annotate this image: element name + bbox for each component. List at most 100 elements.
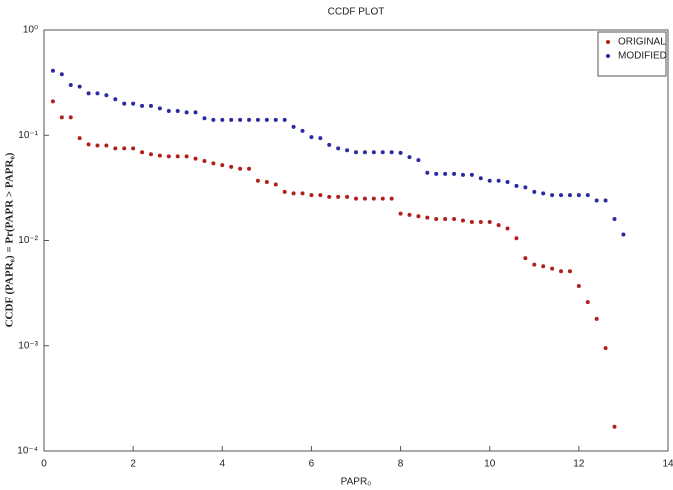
- point: [282, 189, 287, 194]
- point: [255, 117, 260, 122]
- y-tick-label: 10⁻²: [18, 235, 38, 246]
- point: [371, 196, 376, 201]
- point: [327, 194, 332, 199]
- point: [318, 193, 323, 198]
- point: [68, 115, 73, 120]
- point: [166, 154, 171, 159]
- point: [585, 193, 590, 198]
- point: [532, 189, 537, 194]
- point: [184, 154, 189, 159]
- point: [532, 262, 537, 267]
- point: [86, 142, 91, 147]
- point: [202, 158, 207, 163]
- point: [362, 150, 367, 155]
- y-tick-label: 10⁻⁴: [17, 446, 38, 457]
- point: [113, 146, 118, 151]
- point: [478, 219, 483, 224]
- point: [362, 196, 367, 201]
- point: [238, 166, 243, 171]
- point: [380, 150, 385, 155]
- point: [131, 101, 136, 106]
- point: [514, 236, 519, 241]
- point: [425, 215, 430, 220]
- point: [336, 146, 341, 151]
- point: [175, 108, 180, 113]
- x-tick-label: 0: [41, 459, 47, 470]
- y-tick-label: 10⁻¹: [18, 130, 38, 141]
- point: [407, 212, 412, 217]
- x-tick-label: 4: [220, 459, 226, 470]
- point: [140, 150, 145, 155]
- point: [496, 223, 501, 228]
- point: [603, 346, 608, 351]
- point: [220, 163, 225, 168]
- point: [193, 110, 198, 115]
- y-axis-label: CCDF (PAPR₀) = Pr(PAPR > PAPR₀): [4, 152, 16, 327]
- point: [184, 110, 189, 115]
- point: [59, 115, 64, 120]
- point: [327, 142, 332, 147]
- point: [131, 146, 136, 151]
- point: [585, 300, 590, 305]
- point: [523, 256, 528, 261]
- point: [50, 68, 55, 73]
- point: [559, 193, 564, 198]
- point: [122, 101, 127, 106]
- point: [264, 179, 269, 184]
- point: [443, 171, 448, 176]
- legend-marker: [606, 54, 610, 58]
- point: [140, 103, 145, 108]
- point: [576, 193, 581, 198]
- point: [113, 97, 118, 102]
- point: [282, 117, 287, 122]
- point: [541, 191, 546, 196]
- point: [264, 117, 269, 122]
- point: [469, 172, 474, 177]
- x-axis-label: PAPR₀: [341, 477, 372, 488]
- point: [247, 117, 252, 122]
- x-tick-label: 12: [573, 459, 585, 470]
- point: [487, 178, 492, 183]
- point: [291, 191, 296, 196]
- point: [505, 179, 510, 184]
- point: [122, 146, 127, 151]
- point: [309, 135, 314, 140]
- point: [247, 166, 252, 171]
- point: [559, 269, 564, 274]
- point: [229, 117, 234, 122]
- point: [273, 117, 278, 122]
- point: [104, 143, 109, 148]
- point: [460, 218, 465, 223]
- point: [148, 103, 153, 108]
- point: [255, 178, 260, 183]
- point: [354, 150, 358, 155]
- point: [603, 198, 608, 203]
- legend-box: [597, 31, 667, 77]
- x-tick-label: 14: [662, 459, 673, 470]
- point: [443, 217, 448, 222]
- point: [77, 84, 82, 89]
- point: [550, 266, 555, 271]
- legend-label: ORIGINAL: [618, 37, 666, 48]
- point: [345, 194, 350, 199]
- point: [612, 217, 617, 222]
- point: [104, 93, 109, 98]
- point: [211, 161, 216, 166]
- point: [505, 226, 510, 231]
- point: [95, 143, 100, 148]
- point: [398, 211, 403, 216]
- point: [514, 183, 519, 188]
- x-tick-label: 2: [130, 459, 136, 470]
- point: [452, 217, 457, 222]
- point: [273, 182, 278, 187]
- point: [612, 424, 617, 429]
- point: [193, 156, 198, 161]
- x-tick-label: 6: [309, 459, 315, 470]
- point: [50, 99, 55, 104]
- point: [211, 117, 216, 122]
- point: [86, 91, 91, 96]
- point: [398, 150, 403, 155]
- point: [157, 106, 162, 111]
- point: [478, 176, 483, 181]
